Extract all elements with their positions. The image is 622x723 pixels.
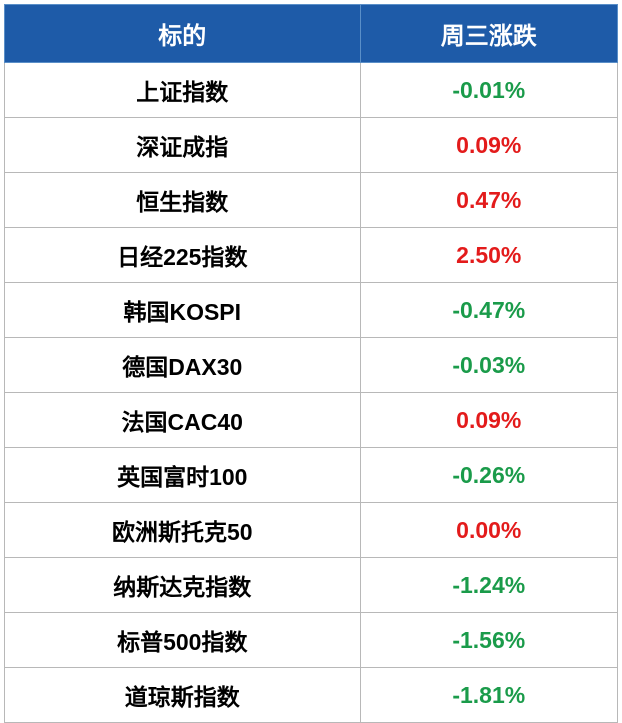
index-name: 德国DAX30 [5,338,361,393]
index-table: 标的 周三涨跌 上证指数 -0.01% 深证成指 0.09% 恒生指数 0.47… [4,4,618,723]
index-name: 深证成指 [5,118,361,173]
index-name: 欧洲斯托克50 [5,503,361,558]
index-change: 0.09% [360,118,617,173]
table-row: 纳斯达克指数 -1.24% [5,558,618,613]
table-row: 日经225指数 2.50% [5,228,618,283]
table-header-row: 标的 周三涨跌 [5,5,618,63]
column-header-name: 标的 [5,5,361,63]
table-row: 英国富时100 -0.26% [5,448,618,503]
index-change: -0.03% [360,338,617,393]
table-row: 标普500指数 -1.56% [5,613,618,668]
index-name: 英国富时100 [5,448,361,503]
table-row: 上证指数 -0.01% [5,63,618,118]
table-row: 道琼斯指数 -1.81% [5,668,618,723]
table-body: 上证指数 -0.01% 深证成指 0.09% 恒生指数 0.47% 日经225指… [5,63,618,723]
index-name: 韩国KOSPI [5,283,361,338]
table-row: 恒生指数 0.47% [5,173,618,228]
index-change: -1.24% [360,558,617,613]
index-change: -0.01% [360,63,617,118]
index-change: 0.09% [360,393,617,448]
index-change: -0.26% [360,448,617,503]
index-name: 上证指数 [5,63,361,118]
index-change: 0.47% [360,173,617,228]
column-header-change: 周三涨跌 [360,5,617,63]
index-change: -0.47% [360,283,617,338]
index-name: 恒生指数 [5,173,361,228]
index-name: 道琼斯指数 [5,668,361,723]
table-row: 韩国KOSPI -0.47% [5,283,618,338]
index-change: -1.56% [360,613,617,668]
table-row: 深证成指 0.09% [5,118,618,173]
index-change: -1.81% [360,668,617,723]
table-row: 法国CAC40 0.09% [5,393,618,448]
index-name: 日经225指数 [5,228,361,283]
index-change: 2.50% [360,228,617,283]
table-row: 欧洲斯托克50 0.00% [5,503,618,558]
index-name: 纳斯达克指数 [5,558,361,613]
index-name: 标普500指数 [5,613,361,668]
index-change: 0.00% [360,503,617,558]
index-name: 法国CAC40 [5,393,361,448]
table-row: 德国DAX30 -0.03% [5,338,618,393]
